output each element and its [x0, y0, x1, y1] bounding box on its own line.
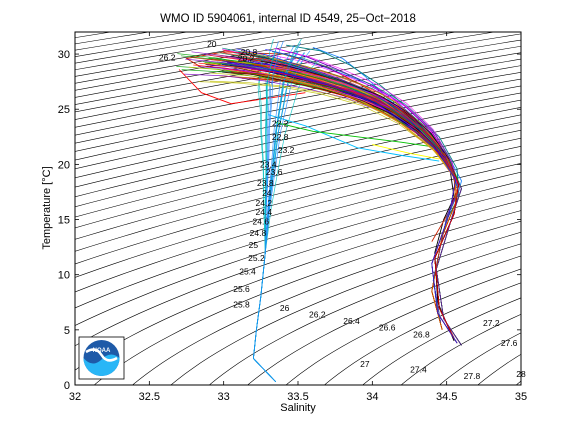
- density-contour-line: [75, 171, 521, 309]
- density-contour-line: [170, 231, 521, 385]
- density-label: 22.8: [272, 132, 289, 142]
- density-label: 24.2: [256, 198, 273, 208]
- y-tick-label: 0: [64, 380, 70, 392]
- density-label: 27.4: [410, 365, 427, 375]
- profile-line-overlay: [253, 40, 284, 382]
- y-tick-label: 20: [58, 159, 70, 171]
- density-contour-line: [75, 122, 521, 229]
- density-label: 20.8: [241, 47, 258, 57]
- density-contour-line: [75, 190, 521, 347]
- density-contour-line: [75, 114, 521, 218]
- density-contour-line: [75, 163, 521, 293]
- noaa-logo-icon: NOAA: [78, 336, 125, 380]
- density-label: 25.6: [233, 284, 250, 294]
- y-tick-label: 5: [64, 325, 70, 337]
- density-label: 26.2: [159, 52, 176, 62]
- density-contour-line: [439, 332, 521, 385]
- density-label: 23.6: [266, 167, 283, 177]
- density-contour-line: [75, 32, 497, 105]
- density-labels: 2026.220.820.222.222.823.223.423.623.824…: [159, 39, 526, 381]
- x-tick-label: 32: [69, 391, 81, 403]
- density-label: 26.4: [343, 316, 360, 326]
- y-tick-label: 10: [58, 270, 70, 282]
- x-tick-label: 35: [515, 391, 527, 403]
- density-label: 20: [207, 39, 217, 49]
- y-tick-label: 25: [58, 104, 70, 116]
- y-axis-ticks: 0 5 10 15 20 25 30: [58, 49, 521, 392]
- density-label: 25.2: [248, 253, 265, 263]
- density-contour-line: [132, 220, 521, 385]
- chart-title: WMO ID 5904061, internal ID 4549, 25−Oct…: [160, 13, 416, 25]
- density-contour-line: [75, 32, 420, 91]
- x-tick-label: 34.5: [436, 391, 457, 403]
- density-label: 27: [360, 359, 370, 369]
- y-tick-label: 30: [58, 49, 70, 61]
- density-contour-line: [75, 180, 521, 326]
- x-tick-label: 33.5: [287, 391, 308, 403]
- density-label: 24.6: [253, 217, 270, 227]
- x-tick-label: 34: [366, 391, 378, 403]
- density-label: 26.6: [379, 323, 396, 333]
- density-label: 27.6: [501, 338, 518, 348]
- density-contour-line: [75, 154, 521, 278]
- profile-line-overlay: [233, 52, 459, 324]
- density-label: 24: [262, 188, 272, 198]
- density-label: 27.2: [483, 318, 500, 328]
- density-contour-line: [247, 255, 521, 385]
- density-label: 23.8: [257, 178, 274, 188]
- logo-text: NOAA: [93, 348, 111, 354]
- density-contour-line: [362, 297, 521, 385]
- x-tick-label: 33: [218, 391, 230, 403]
- density-label: 27.8: [464, 371, 481, 381]
- density-label: 25: [249, 240, 259, 250]
- x-axis-ticks: 32 32.5 33 33.5 34 34.5 35: [69, 32, 527, 403]
- profile-line-overlay: [226, 62, 458, 344]
- density-label: 26.2: [309, 309, 326, 319]
- density-label: 22.2: [272, 119, 289, 129]
- density-label: 26.8: [413, 329, 430, 339]
- density-contour-line: [75, 145, 521, 265]
- density-label: 20.2: [238, 54, 255, 64]
- density-contour-line: [75, 200, 521, 371]
- profile-lines: [176, 38, 462, 383]
- density-contour-line: [285, 268, 521, 385]
- density-contour-line: [323, 282, 521, 385]
- profile-line-13: [178, 69, 306, 105]
- profile-line-15: [372, 144, 440, 160]
- density-contour-line: [75, 78, 521, 170]
- profile-line-16: [275, 122, 432, 148]
- density-label: 23.2: [278, 145, 295, 155]
- density-contour-line: [75, 33, 521, 113]
- y-tick-label: 15: [58, 215, 70, 227]
- density-contour-line: [75, 71, 521, 161]
- density-contour-line: [75, 137, 521, 252]
- density-label: 26: [280, 303, 290, 313]
- density-contour-line: [75, 58, 521, 144]
- density-label: 25.8: [233, 300, 250, 310]
- density-contour-line: [75, 129, 521, 240]
- density-contour-line: [93, 210, 521, 385]
- y-axis-label: Temperature [°C]: [41, 166, 53, 249]
- x-axis-label: Salinity: [280, 402, 316, 414]
- x-tick-label: 32.5: [139, 391, 160, 403]
- density-contour-line: [75, 32, 458, 98]
- density-label: 24.8: [250, 228, 267, 238]
- density-contour-line: [75, 65, 521, 152]
- density-label: 25.4: [239, 266, 256, 276]
- density-label: 24.4: [256, 207, 273, 217]
- density-contour-line: [400, 313, 521, 385]
- density-contour-line: [208, 243, 521, 385]
- density-label: 23.4: [260, 159, 277, 169]
- profile-line-14: [268, 114, 440, 162]
